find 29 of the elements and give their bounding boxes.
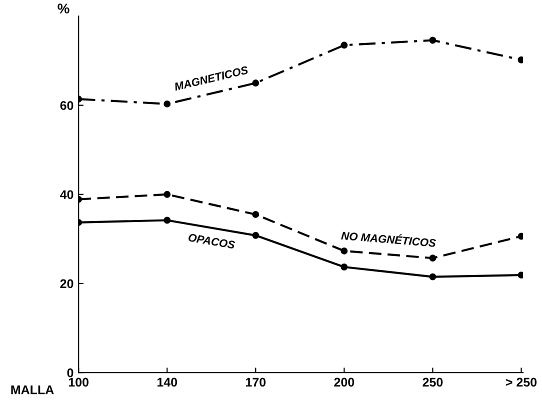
x-tick-label: 100 <box>68 378 89 387</box>
y-axis-title: % <box>58 4 70 14</box>
point <box>340 42 348 49</box>
point <box>164 100 171 108</box>
point <box>518 56 524 64</box>
x-axis-title: MALLA <box>11 386 54 394</box>
series-label: NO MAGNÉTICOS <box>341 230 436 248</box>
point <box>252 80 260 86</box>
point <box>518 272 524 279</box>
y-tick-label: 60 <box>60 101 74 110</box>
point <box>340 248 348 254</box>
y-tick-label: 40 <box>60 190 74 200</box>
point <box>164 190 171 198</box>
point <box>252 210 260 218</box>
y-tick-label: 0 <box>67 368 74 378</box>
point <box>518 232 524 240</box>
point <box>429 273 436 280</box>
point <box>252 232 260 239</box>
x-tick-label: 170 <box>246 378 266 387</box>
x-tick-label: 200 <box>334 378 354 387</box>
x-tick-label: > 250 <box>506 378 537 387</box>
text: OPACOS <box>188 233 236 249</box>
x-tick-label: 140 <box>157 378 178 387</box>
point <box>340 264 348 270</box>
point <box>164 216 171 224</box>
point <box>429 254 436 262</box>
y-tick-label: 20 <box>60 279 74 288</box>
point <box>429 36 436 44</box>
x-tick-label: 250 <box>422 378 443 387</box>
